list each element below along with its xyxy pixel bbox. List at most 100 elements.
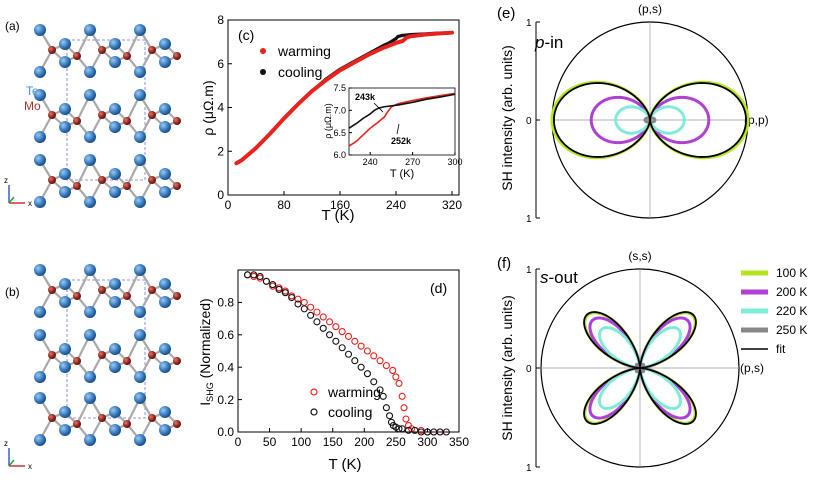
- point-d-warming: [392, 373, 400, 381]
- point-d-warming: [376, 357, 384, 365]
- panel-a: (a) Te Mo z x: [4, 19, 181, 208]
- inset-y-tick-label: 6.0: [333, 150, 346, 160]
- mo-atom: [73, 182, 81, 190]
- point-d-warming: [402, 415, 410, 423]
- crystal-structure-a: [34, 24, 181, 208]
- point-d-cooling: [398, 425, 406, 433]
- point-d-warming: [319, 313, 327, 321]
- te-atom: [134, 329, 146, 341]
- chart-c-y-label: ρ (μΩ.m): [200, 80, 216, 135]
- point-d-cooling: [300, 305, 308, 313]
- point-d-cooling: [281, 289, 289, 297]
- mo-atom: [173, 357, 181, 365]
- mo-atom: [73, 117, 81, 125]
- mo-atom: [98, 176, 106, 184]
- te-atom: [84, 329, 96, 341]
- chart-d-x-ticks: 0 50 100 150 200 250 300 350: [235, 428, 469, 449]
- legend-f-label-220-k: 220 K: [776, 304, 807, 318]
- te-atom: [109, 296, 121, 308]
- chart-c-x-tick-label: 160: [330, 198, 350, 212]
- point-d-cooling: [326, 331, 334, 339]
- point-d-cooling: [376, 386, 384, 394]
- point-d-warming: [294, 295, 302, 303]
- point-d-warming: [357, 342, 365, 350]
- te-atom: [59, 56, 71, 68]
- mo-atom: [148, 46, 156, 54]
- point-d-warming: [395, 379, 403, 387]
- te-atom: [109, 278, 121, 290]
- te-atom: [109, 103, 121, 115]
- mo-atom: [98, 414, 106, 422]
- inset-series: [348, 92, 456, 147]
- point-d-cooling: [379, 392, 387, 400]
- te-atom: [84, 264, 96, 276]
- te-atom: [134, 154, 146, 166]
- te-atom: [159, 278, 171, 290]
- chart-c-y-tick-label: 0: [217, 188, 224, 202]
- polar-f-rtick-mid: 0: [526, 364, 532, 375]
- panel-e: (e) p-in (p,s) (p,p) SH intensity (arb. …: [497, 2, 769, 225]
- panel-d: 0 50 100 150 200 250 300 350 0.0 0.2 0.4 0.6 0.8 (d…: [197, 269, 469, 473]
- chart-c-y-tick-label: 8: [217, 13, 224, 27]
- legend-d-cooling: cooling: [328, 404, 372, 420]
- inset-arrow-243k: [373, 102, 384, 113]
- point-d-warming: [398, 392, 406, 400]
- mo-atom: [73, 357, 81, 365]
- te-atom: [159, 56, 171, 68]
- mo-atom: [123, 357, 131, 365]
- point-d-warming: [400, 404, 408, 412]
- mo-atom: [173, 182, 181, 190]
- inset-x-tick-label: 300: [447, 157, 462, 167]
- mo-atom: [123, 182, 131, 190]
- legend-c-cooling: cooling: [278, 64, 322, 80]
- polar-e-panel-label: (e): [497, 5, 515, 22]
- axis-triad-a: z x: [4, 176, 32, 208]
- polar-e-rtick-mid: 0: [526, 116, 532, 127]
- chart-c-y-tick-label: 6: [217, 57, 224, 71]
- point-d-warming: [351, 337, 359, 345]
- polar-f-right-label: (p,s): [740, 361, 764, 375]
- polar-e-rtick-top: 1: [526, 18, 532, 29]
- te-atom: [84, 196, 96, 208]
- axis-x-label-a: x: [28, 199, 32, 208]
- te-atom: [59, 361, 71, 373]
- point-d-warming: [338, 328, 346, 336]
- chart-c-x-label: T (K): [321, 207, 354, 224]
- chart-d-y-tick-label: 0.2: [217, 393, 234, 407]
- axis-z-label-a: z: [4, 176, 8, 185]
- te-atom: [134, 66, 146, 78]
- mo-atom: [48, 351, 56, 359]
- inset-annotation-243k: 243k: [355, 92, 376, 102]
- legend-d-warming-marker: [310, 388, 318, 396]
- point-d-cooling: [307, 311, 315, 319]
- mo-atom: [148, 351, 156, 359]
- point-d-warming: [382, 362, 390, 370]
- chart-d-y-tick-label: 0.8: [217, 296, 234, 310]
- inset-y-label: ρ (μΩ.m): [323, 103, 333, 139]
- point-d-cooling: [288, 293, 296, 302]
- chart-d-series: [243, 271, 450, 436]
- point-d-warming: [344, 332, 353, 340]
- inset-frame: [348, 87, 456, 156]
- polar-curve-fit: [583, 311, 697, 425]
- te-atom: [84, 306, 96, 318]
- te-atom: [109, 56, 121, 68]
- te-atom: [34, 371, 46, 383]
- point-d-cooling: [351, 357, 359, 365]
- legend-f-label-200-k: 200 K: [776, 285, 807, 299]
- panel-f: (f) s-out (s,s) (p,s) SH intensity (arb.…: [497, 249, 807, 474]
- inset-y-tick-label: 7.0: [333, 105, 346, 115]
- te-atom: [159, 38, 171, 50]
- inset-x-tick-label: 270: [405, 157, 420, 167]
- mo-atom: [148, 286, 156, 294]
- chart-d-x-tick-label: 50: [263, 435, 277, 449]
- te-atom: [159, 343, 171, 355]
- te-atom: [59, 343, 71, 355]
- legend-c-warming-marker: [260, 48, 266, 54]
- te-atom: [59, 38, 71, 50]
- polar-curve-fit: [553, 82, 747, 158]
- polar-e-right-label: (p,p): [744, 113, 769, 127]
- legend-f-label-250-k: 250 K: [776, 323, 807, 337]
- point-d-cooling: [411, 426, 419, 434]
- mo-atom: [98, 286, 106, 294]
